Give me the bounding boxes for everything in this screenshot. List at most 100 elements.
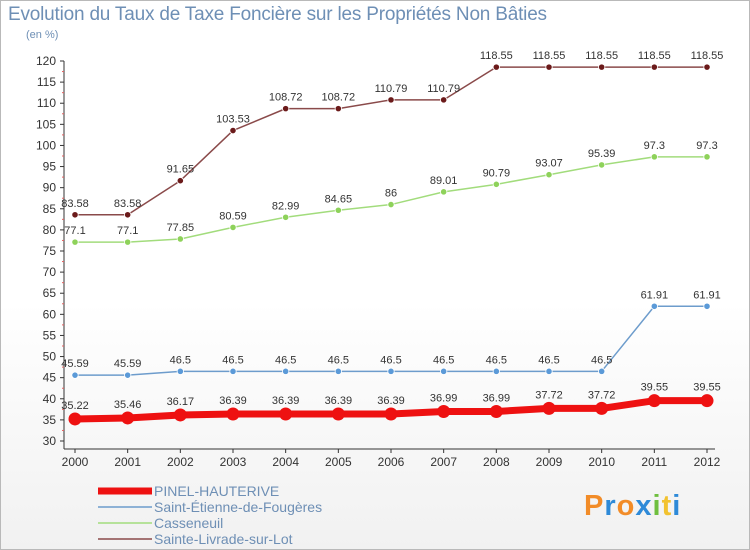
data-label: 46.5	[328, 354, 349, 366]
data-label: 118.55	[638, 50, 671, 62]
data-point	[71, 238, 79, 246]
data-point	[334, 206, 342, 214]
data-label: 46.5	[275, 354, 296, 366]
data-point	[703, 153, 711, 161]
data-label: 36.39	[325, 395, 353, 407]
data-label: 97.3	[644, 140, 665, 152]
x-tick-label: 2008	[483, 455, 510, 469]
legend-label: Saint-Étienne-de-Fougères	[154, 499, 322, 515]
data-label: 46.5	[433, 354, 454, 366]
data-point	[647, 394, 661, 408]
data-label: 93.07	[535, 158, 563, 170]
data-label: 118.55	[533, 50, 566, 62]
data-point	[68, 412, 82, 426]
x-tick-label: 2000	[62, 455, 89, 469]
x-tick-label: 2002	[167, 455, 194, 469]
data-label: 46.5	[486, 354, 507, 366]
data-point	[279, 407, 293, 421]
data-point	[71, 211, 79, 219]
data-label: 108.72	[322, 92, 356, 104]
y-unit-label: (en %)	[26, 29, 59, 41]
data-label: 77.1	[117, 225, 138, 237]
y-tick-label: 60	[43, 307, 57, 321]
data-point	[598, 161, 606, 169]
data-label: 95.39	[588, 148, 616, 160]
y-tick-label: 100	[36, 138, 56, 152]
data-point	[387, 96, 395, 104]
data-point	[598, 63, 606, 71]
data-label: 83.58	[61, 198, 89, 210]
data-label: 82.99	[272, 200, 300, 212]
logo-letter: t	[661, 490, 673, 522]
proxiti-logo: Proxiti	[584, 490, 681, 523]
x-tick-label: 2003	[220, 455, 247, 469]
data-point	[121, 411, 135, 425]
data-label: 61.91	[693, 289, 721, 301]
y-tick-label: 40	[43, 392, 57, 406]
y-tick-label: 50	[43, 350, 57, 364]
data-label: 36.99	[483, 392, 511, 404]
y-tick-label: 55	[43, 328, 57, 342]
data-point	[440, 367, 448, 375]
data-point	[545, 171, 553, 179]
data-point	[437, 404, 451, 418]
legend-label: PINEL-HAUTERIVE	[154, 483, 279, 499]
data-point	[492, 180, 500, 188]
data-point	[440, 188, 448, 196]
data-label: 46.5	[538, 354, 559, 366]
data-label: 36.39	[272, 395, 300, 407]
data-label: 91.65	[167, 164, 195, 176]
data-label: 36.99	[430, 392, 458, 404]
data-point	[492, 367, 500, 375]
data-label: 61.91	[641, 289, 669, 301]
data-point	[492, 63, 500, 71]
data-label: 118.55	[480, 50, 513, 62]
data-point	[229, 126, 237, 135]
data-point	[703, 302, 711, 310]
data-point	[595, 401, 609, 415]
data-point	[650, 302, 658, 310]
y-tick-label: 80	[43, 223, 57, 237]
data-point	[71, 371, 79, 379]
data-label: 77.85	[167, 222, 195, 234]
x-tick-label: 2004	[272, 455, 299, 469]
data-point	[124, 211, 132, 219]
data-point	[387, 367, 395, 375]
data-point	[542, 401, 556, 415]
data-label: 35.22	[61, 400, 89, 412]
data-point	[703, 63, 711, 71]
data-point	[282, 367, 290, 375]
y-tick-label: 90	[43, 181, 57, 195]
data-label: 89.01	[430, 175, 458, 187]
y-tick-label: 120	[36, 54, 56, 68]
data-label: 36.39	[377, 395, 405, 407]
data-point	[489, 404, 503, 418]
y-tick-label: 30	[43, 434, 57, 448]
y-tick-label: 70	[43, 265, 57, 279]
data-point	[387, 200, 395, 209]
data-label: 46.5	[170, 354, 191, 366]
data-point	[176, 177, 184, 185]
data-label: 45.59	[114, 358, 142, 370]
data-label: 77.1	[64, 225, 85, 237]
y-tick-label: 85	[43, 202, 57, 216]
data-point	[334, 105, 342, 113]
data-label: 45.59	[61, 358, 89, 370]
data-label: 108.72	[269, 92, 303, 104]
x-tick-label: 2007	[430, 455, 457, 469]
data-point	[176, 367, 184, 375]
data-label: 39.55	[641, 382, 669, 394]
data-point	[650, 153, 658, 161]
data-label: 86	[385, 188, 397, 200]
data-label: 39.55	[693, 382, 721, 394]
logo-letter: i	[672, 490, 682, 522]
data-point	[176, 235, 184, 243]
data-point	[229, 223, 237, 231]
data-point	[598, 367, 606, 375]
x-tick-label: 2009	[536, 455, 563, 469]
data-point	[229, 367, 237, 375]
logo-letter: x	[635, 490, 653, 522]
data-point	[384, 407, 398, 421]
logo-letter: o	[616, 490, 636, 522]
y-tick-label: 110	[37, 96, 56, 110]
